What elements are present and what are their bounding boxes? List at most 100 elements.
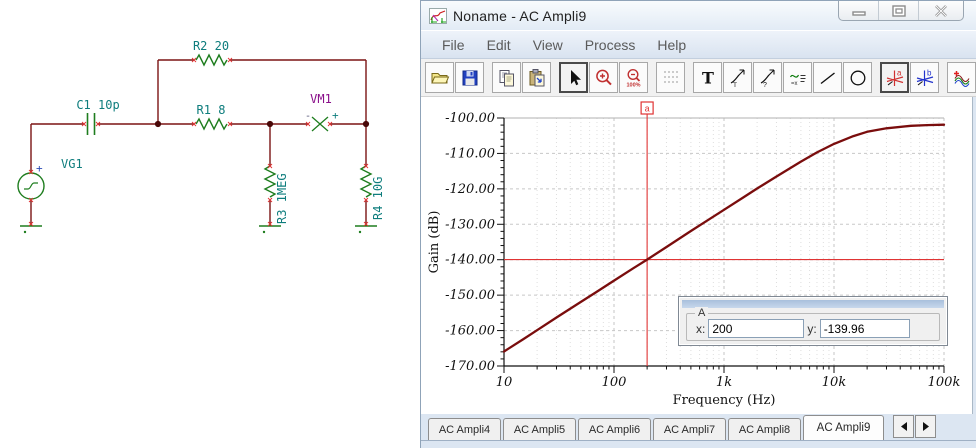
analysis-window: Noname - AC Ampli9 File Edit View Process He… [420,0,976,448]
ellipse-tool-button[interactable] [843,62,872,93]
svg-text:-150.00: -150.00 [445,288,495,303]
tab-ac-ampli8[interactable]: AC Ampli8 [728,418,801,440]
cursor-y-input[interactable] [819,319,910,338]
menu-process[interactable]: Process [584,36,636,53]
svg-text:VG1: VG1 [61,157,83,171]
save-button[interactable] [455,62,484,93]
x-axis-title: Frequency (Hz) [673,393,776,408]
circuit-schematic: - + + R2 20 R1 8 C1 10p VG1 VM1 R3 1MEG R4 10G [17,39,385,234]
svg-text:R2 20: R2 20 [193,39,229,53]
toolbar: 100% T T? =x a b [421,59,976,97]
line-tool-button[interactable] [813,62,842,93]
paste-button[interactable] [522,62,551,93]
svg-text:100k: 100k [928,375,961,390]
svg-text:VM1: VM1 [310,92,332,106]
gain-curve[interactable] [502,123,946,353]
y-axis-title: Gain (dB) [427,211,442,274]
svg-text:R4 10G: R4 10G [371,177,385,220]
title-bar[interactable]: Noname - AC Ampli9 [421,1,976,30]
svg-text:C1 10p: C1 10p [76,98,119,112]
tab-ac-ampli6[interactable]: AC Ampli6 [578,418,651,440]
menu-view[interactable]: View [532,36,563,53]
cursor-a-icon: a [886,68,903,86]
tab-ac-ampli5[interactable]: AC Ampli5 [503,418,576,440]
svg-text:1k: 1k [716,375,732,390]
tab-ac-ampli4[interactable]: AC Ampli4 [428,418,501,440]
svg-text:-100.00: -100.00 [445,111,495,126]
zoom-out-100-button[interactable]: 100% [619,62,648,93]
zoom-in-button[interactable] [589,62,618,93]
legend-tool-button[interactable]: =x [783,62,812,93]
open-icon [430,72,449,83]
text-tool-button[interactable]: T [693,62,722,93]
svg-text:100: 100 [602,375,627,390]
save-icon [462,70,477,85]
toolbar-group [656,62,686,93]
open-button[interactable] [425,62,454,93]
svg-text:-110.00: -110.00 [445,146,495,161]
line-tool-icon [820,71,835,84]
window-controls [838,1,964,21]
grid-button[interactable] [656,62,685,93]
export-curve-t-icon: T [730,69,744,88]
grid-icon [663,70,678,83]
svg-text:=x: =x [791,81,798,87]
copy-icon [499,69,514,86]
select-arrow-icon [570,69,581,85]
svg-text:-120.00: -120.00 [445,182,495,197]
tab-ac-ampli9[interactable]: AC Ampli9 [803,415,884,440]
svg-text:-140.00: -140.00 [445,253,495,268]
svg-text:10: 10 [496,375,513,390]
export-curve-q-button[interactable]: ? [753,62,782,93]
svg-text:-: - [305,111,311,122]
cursor-a-handle[interactable] [640,101,654,115]
cursor-b-button[interactable]: b [910,62,939,93]
x-field-label: x: [696,321,706,336]
svg-text:a: a [897,68,902,77]
toolbar-group: 100% [559,62,649,93]
readout-title-strip[interactable] [682,300,944,308]
cursor-readout-panel[interactable]: A x: y: [678,296,948,346]
svg-text:-130.00: -130.00 [445,217,495,232]
menu-edit[interactable]: Edit [486,36,511,53]
text-tool-icon: T [702,68,714,87]
svg-text:T: T [702,68,714,87]
menu-file[interactable]: File [442,36,465,53]
svg-text:+: + [332,109,339,122]
cursor-a-button[interactable]: a [880,62,909,93]
cursor-a-group: A x: y: [686,307,940,341]
tab-scroll-left-button[interactable] [893,415,914,438]
minimize-button[interactable] [839,1,879,20]
svg-text:T: T [733,82,737,88]
svg-text:10k: 10k [822,375,847,390]
svg-text:?: ? [763,82,767,88]
export-curve-t-button[interactable]: T [723,62,752,93]
tab-ac-ampli7[interactable]: AC Ampli7 [653,418,726,440]
bode-plot[interactable]: -100.00 -110.00 -120.00 -130.00 -140.00 -150.… [421,97,973,417]
svg-text:+: + [36,162,43,175]
svg-text:100%: 100% [626,82,640,88]
svg-text:R3 1MEG: R3 1MEG [275,173,289,224]
tab-scroll-right-button[interactable] [915,415,936,438]
window-title: Noname - AC Ampli9 [453,7,587,24]
copy-button[interactable] [492,62,521,93]
add-curve-icon [953,70,969,87]
zoom-in-icon [595,69,612,85]
legend-tool-icon: =x [789,74,805,87]
add-curve-button[interactable] [947,62,976,93]
cursor-x-input[interactable] [708,319,805,338]
toolbar-group [492,62,552,93]
menu-help[interactable]: Help [657,36,687,53]
toolbar-group [947,62,976,93]
zoom-out-100-icon: 100% [626,68,640,88]
diagram-page: -100.00 -110.00 -120.00 -130.00 -140.00 -150.… [421,97,976,414]
svg-text:b: b [927,68,932,77]
close-button[interactable] [919,1,963,20]
toolbar-group: T T? =x [693,62,873,93]
select-arrow-button[interactable] [559,62,588,93]
toolbar-group [425,62,485,93]
y-field-label: y: [807,321,817,336]
ellipse-tool-icon [850,70,865,85]
maximize-button[interactable] [879,1,919,20]
